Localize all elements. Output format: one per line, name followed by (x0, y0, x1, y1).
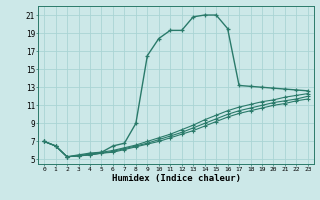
X-axis label: Humidex (Indice chaleur): Humidex (Indice chaleur) (111, 174, 241, 183)
